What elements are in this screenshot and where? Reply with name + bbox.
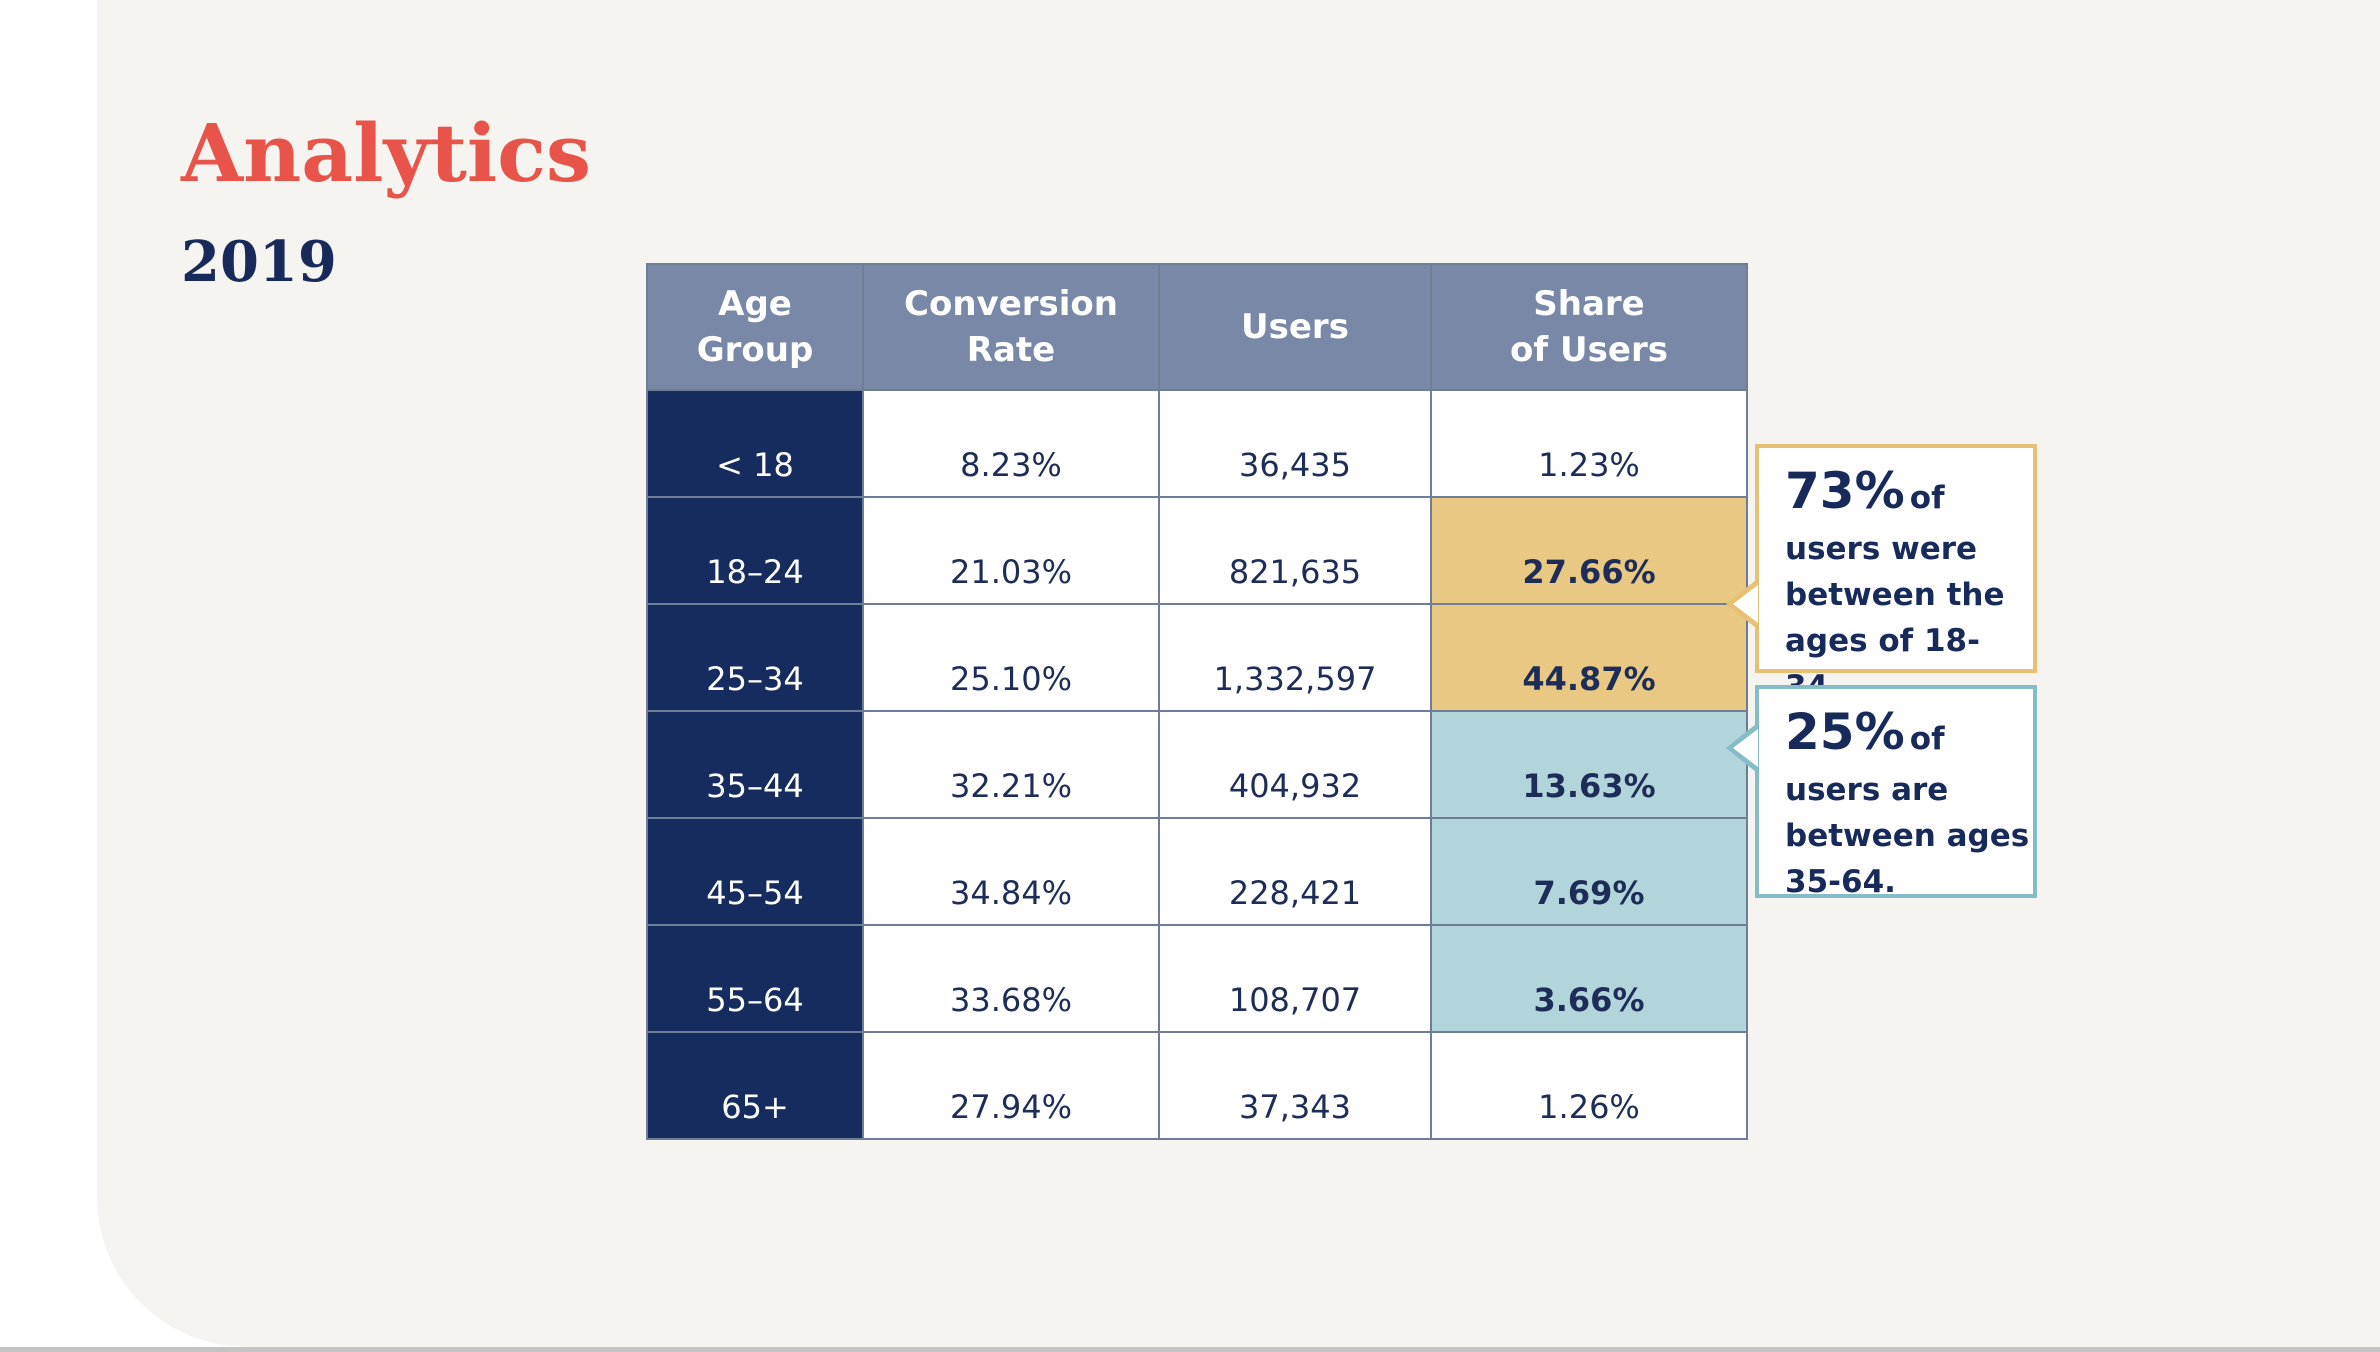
table-body: < 18 8.23% 36,435 1.23% 18–24 21.03% 821,635 27…: [646, 389, 1748, 1140]
users-cell: 1,332,597: [1158, 603, 1432, 712]
analytics-table: Age Group Conversion Rate Users Share of…: [646, 263, 1748, 1140]
age-cell: < 18: [646, 389, 864, 498]
header-age-group: Age Group: [646, 263, 864, 391]
table-row: < 18 8.23% 36,435 1.23%: [646, 389, 1748, 498]
header-users-line1: Users: [1241, 307, 1349, 347]
share-cell: 13.63%: [1430, 710, 1748, 819]
users-cell: 108,707: [1158, 924, 1432, 1033]
table-row: 55–64 33.68% 108,707 3.66%: [646, 924, 1748, 1033]
header-conversion-rate-line1: Conversion: [904, 284, 1118, 324]
bottom-divider: [0, 1347, 2380, 1352]
conversion-cell: 32.21%: [862, 710, 1160, 819]
table-row: 45–54 34.84% 228,421 7.69%: [646, 817, 1748, 926]
conversion-cell: 34.84%: [862, 817, 1160, 926]
users-cell: 36,435: [1158, 389, 1432, 498]
conversion-cell: 21.03%: [862, 496, 1160, 605]
table-row: 35–44 32.21% 404,932 13.63%: [646, 710, 1748, 819]
share-cell: 3.66%: [1430, 924, 1748, 1033]
header-users: Users: [1158, 263, 1432, 391]
callout-young-line2: between the: [1785, 577, 2005, 613]
age-cell: 45–54: [646, 817, 864, 926]
conversion-cell: 25.10%: [862, 603, 1160, 712]
header-share-line1: Share: [1533, 284, 1645, 324]
age-cell: 25–34: [646, 603, 864, 712]
header-share-of-users: Share of Users: [1430, 263, 1748, 391]
callout-young-line1: users were: [1785, 531, 1978, 567]
header-share-line2: of Users: [1510, 330, 1668, 370]
callout-middle-line1: users are: [1785, 772, 1949, 808]
callout-young-percent: 73%: [1785, 462, 1905, 520]
share-cell: 44.87%: [1430, 603, 1748, 712]
conversion-cell: 8.23%: [862, 389, 1160, 498]
callout-young-of: of: [1909, 480, 1945, 516]
age-cell: 65+: [646, 1031, 864, 1140]
users-cell: 37,343: [1158, 1031, 1432, 1140]
callout-young-pointer-fill: [1733, 585, 1758, 623]
header-age-group-line2: Group: [696, 330, 814, 370]
slide-title: Analytics: [181, 106, 592, 200]
header-age-group-line1: Age: [718, 284, 792, 324]
callout-middle-line3: 35-64.: [1785, 864, 1896, 900]
share-cell: 27.66%: [1430, 496, 1748, 605]
callout-middle-percent: 25%: [1785, 703, 1905, 761]
callout-middle-of: of: [1909, 721, 1945, 757]
header-conversion-rate: Conversion Rate: [862, 263, 1160, 391]
header-conversion-rate-line2: Rate: [966, 330, 1056, 370]
users-cell: 404,932: [1158, 710, 1432, 819]
age-cell: 55–64: [646, 924, 864, 1033]
table-row: 18–24 21.03% 821,635 27.66%: [646, 496, 1748, 605]
table-header-row: Age Group Conversion Rate Users Share of…: [646, 263, 1748, 391]
callout-middle-pointer-fill: [1733, 729, 1758, 767]
users-cell: 821,635: [1158, 496, 1432, 605]
share-cell: 7.69%: [1430, 817, 1748, 926]
users-cell: 228,421: [1158, 817, 1432, 926]
share-cell: 1.23%: [1430, 389, 1748, 498]
table-row: 25–34 25.10% 1,332,597 44.87%: [646, 603, 1748, 712]
table-row: 65+ 27.94% 37,343 1.26%: [646, 1031, 1748, 1140]
slide-subtitle: 2019: [181, 229, 337, 295]
age-cell: 18–24: [646, 496, 864, 605]
share-cell: 1.26%: [1430, 1031, 1748, 1140]
conversion-cell: 27.94%: [862, 1031, 1160, 1140]
callout-middle-line2: between ages: [1785, 818, 2030, 854]
callout-middle: 25% of users are between ages 35-64.: [1755, 685, 2037, 900]
age-cell: 35–44: [646, 710, 864, 819]
callout-young: 73% of users were between the ages of 18…: [1755, 444, 2037, 705]
conversion-cell: 33.68%: [862, 924, 1160, 1033]
